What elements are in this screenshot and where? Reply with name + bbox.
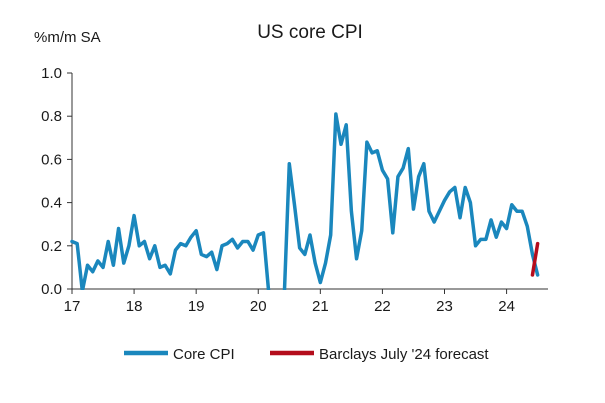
barclays-forecast-line <box>530 241 540 277</box>
x-tick-label: 19 <box>188 298 205 315</box>
x-tick-label: 24 <box>498 298 515 315</box>
y-tick-label: 0.8 <box>41 108 62 125</box>
legend-label-barclays-forecast: Barclays July '24 forecast <box>319 346 489 363</box>
y-tick-label: 0.4 <box>41 195 62 212</box>
y-axis: 0.0 0.2 0.4 0.6 0.8 1.0 <box>41 65 73 298</box>
chart-title: US core CPI <box>257 22 363 43</box>
x-axis: 17 18 19 20 21 22 23 24 <box>64 288 548 315</box>
plot-area <box>70 112 540 290</box>
y-tick-label: 1.0 <box>41 65 62 82</box>
legend-label-core-cpi: Core CPI <box>173 346 235 363</box>
y-tick-label: 0.0 <box>41 281 62 298</box>
x-tick-label: 20 <box>250 298 267 315</box>
x-tick-label: 21 <box>312 298 329 315</box>
x-tick-label: 18 <box>126 298 143 315</box>
y-tick-label: 0.6 <box>41 151 62 168</box>
y-tick-label: 0.2 <box>41 238 62 255</box>
y-axis-unit-label: %m/m SA <box>34 29 101 46</box>
x-tick-label: 22 <box>374 298 391 315</box>
core-cpi-line <box>70 112 540 290</box>
x-tick-label: 17 <box>64 298 81 315</box>
legend: Core CPI Barclays July '24 forecast <box>124 346 489 363</box>
x-tick-label: 23 <box>436 298 453 315</box>
